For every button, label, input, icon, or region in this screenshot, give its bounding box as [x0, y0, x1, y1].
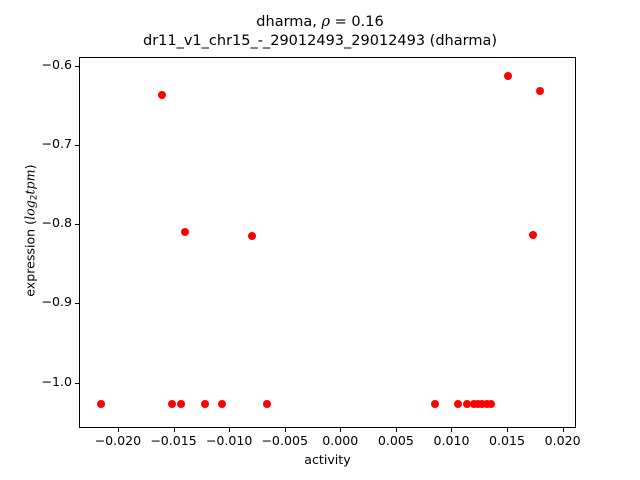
- x-axis-label: activity: [304, 452, 351, 467]
- x-tick-label: 0.000: [322, 433, 359, 448]
- x-tick-mark: [117, 428, 119, 432]
- x-tick-mark: [451, 428, 453, 432]
- scatter-point: [180, 228, 189, 237]
- x-tick-mark: [562, 428, 564, 432]
- x-tick-label: −0.010: [205, 433, 253, 448]
- scatter-point: [528, 230, 537, 239]
- x-tick-mark: [229, 428, 231, 432]
- scatter-point: [504, 71, 513, 80]
- x-tick-label: −0.020: [94, 433, 142, 448]
- x-tick-label: 0.020: [544, 433, 581, 448]
- y-tick-mark: [75, 66, 79, 68]
- x-tick-mark: [395, 428, 397, 432]
- plot-axes-frame: [79, 57, 576, 428]
- scatter-point: [248, 231, 257, 240]
- scatter-point: [168, 400, 177, 409]
- x-tick-label: −0.005: [261, 433, 308, 448]
- y-axis-label-tpm: tpm: [22, 169, 38, 195]
- x-tick-label: −0.015: [150, 433, 197, 448]
- y-axis-label-log: log: [22, 200, 38, 220]
- y-tick-label: −0.7: [41, 136, 72, 152]
- y-tick-mark: [75, 224, 79, 226]
- rho-symbol: ρ: [321, 14, 331, 30]
- scatter-point: [482, 400, 491, 409]
- chart-title: dharma, ρ = 0.16 dr11_v1_chr15_-_2901249…: [0, 13, 640, 51]
- scatter-point: [462, 400, 471, 409]
- scatter-point: [469, 400, 478, 409]
- y-tick-label: −0.6: [41, 57, 72, 73]
- scatter-point: [454, 400, 463, 409]
- x-tick-mark: [173, 428, 175, 432]
- y-tick-label: −1.0: [41, 373, 72, 389]
- y-tick-mark: [75, 303, 79, 305]
- plot-data-area: [80, 58, 575, 427]
- scatter-point: [474, 400, 483, 409]
- x-tick-mark: [507, 428, 509, 432]
- scatter-point: [478, 400, 487, 409]
- scatter-point: [97, 400, 106, 409]
- scatter-point: [177, 400, 186, 409]
- x-tick-mark: [284, 428, 286, 432]
- chart-title-prefix: dharma,: [256, 14, 322, 30]
- scatter-point: [218, 400, 227, 409]
- x-tick-mark: [340, 428, 342, 432]
- x-tick-label: 0.010: [433, 433, 470, 448]
- scatter-point: [430, 400, 439, 409]
- y-axis-label-suffix: ): [22, 164, 38, 170]
- x-tick-label: 0.005: [377, 433, 414, 448]
- y-tick-label: −0.8: [41, 215, 72, 231]
- scatter-point: [158, 90, 167, 99]
- y-tick-mark: [75, 145, 79, 147]
- y-tick-mark: [75, 382, 79, 384]
- y-tick-label: −0.9: [41, 294, 72, 310]
- y-axis-label: expression (log2tpm): [22, 41, 39, 421]
- scatter-point: [200, 400, 209, 409]
- scatter-point: [262, 400, 271, 409]
- scatter-point: [536, 86, 545, 95]
- chart-subtitle: dr11_v1_chr15_-_29012493_29012493 (dharm…: [142, 33, 497, 49]
- x-tick-label: 0.015: [489, 433, 526, 448]
- y-axis-label-subscript: 2: [29, 194, 40, 201]
- y-axis-label-prefix: expression (: [22, 219, 38, 297]
- chart-title-rho-value: = 0.16: [330, 14, 384, 30]
- scatter-point: [487, 400, 496, 409]
- chart-title-line1: dharma, ρ = 0.16: [0, 13, 640, 32]
